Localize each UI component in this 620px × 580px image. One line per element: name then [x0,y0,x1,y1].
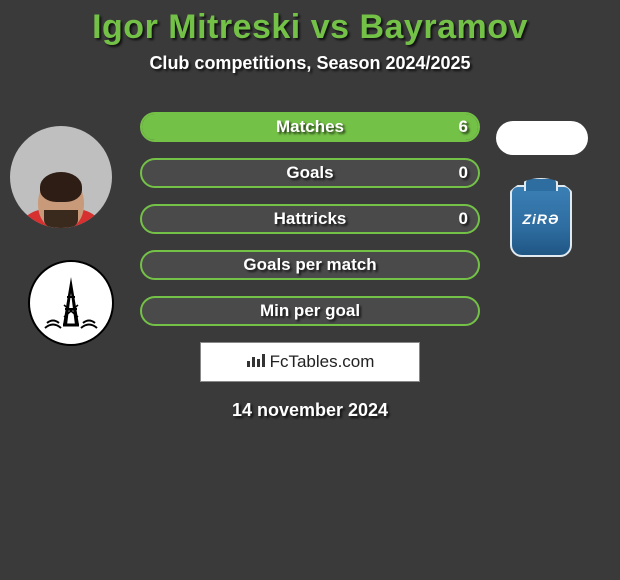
bayramov-avatar [496,121,588,155]
igor-mitreski-avatar [10,126,112,228]
zira-badge-label: ZiRƏ [512,211,570,227]
stat-row: Goals per match [140,250,480,280]
oil-derrick-icon [41,273,101,333]
stat-value-right: 0 [459,206,468,232]
player-face [38,176,84,228]
subtitle: Club competitions, Season 2024/2025 [0,53,620,74]
neftchi-badge [28,260,114,346]
stat-value-right: 6 [459,114,468,140]
zira-badge: ZiRƏ [498,178,584,264]
stat-row: Matches6 [140,112,480,142]
stat-value-right: 0 [459,160,468,186]
stat-label: Goals [142,160,478,186]
date-text: 14 november 2024 [0,400,620,421]
stat-label: Goals per match [142,252,478,278]
brand-footer[interactable]: FcTables.com [200,342,420,382]
stat-label: Matches [142,114,478,140]
bar-chart-icon [246,352,266,373]
stat-row: Hattricks0 [140,204,480,234]
stat-row: Min per goal [140,296,480,326]
brand-text: FcTables.com [270,352,375,372]
stat-row: Goals0 [140,158,480,188]
page-title: Igor Mitreski vs Bayramov [0,0,620,47]
stat-label: Hattricks [142,206,478,232]
stat-label: Min per goal [142,298,478,324]
